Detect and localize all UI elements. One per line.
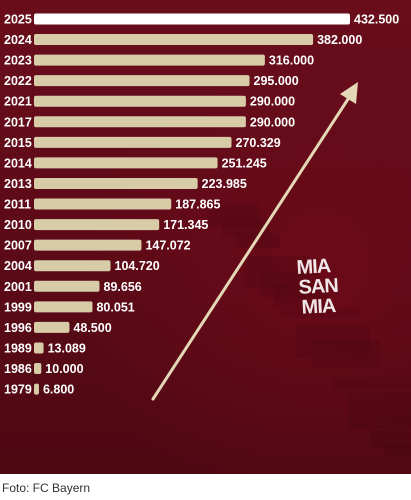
value-label: 6.800	[43, 383, 74, 397]
bar	[34, 383, 39, 395]
year-label: 2015	[4, 136, 32, 150]
year-label: 2023	[4, 54, 32, 68]
texture-block	[244, 256, 310, 288]
value-label: 382.000	[317, 33, 362, 47]
chart-poster: MIA SAN MIA 2025 432.500 2024 382.000 2023 31…	[0, 0, 411, 474]
value-label: 80.051	[96, 300, 134, 314]
mia-san-mia-logo: MIA SAN MIA	[296, 255, 339, 319]
year-label: 2022	[4, 74, 32, 88]
bar	[34, 239, 142, 251]
svg-text:MIA: MIA	[301, 295, 336, 319]
bar	[34, 54, 265, 66]
year-label: 2021	[4, 95, 32, 109]
value-label: 295.000	[254, 74, 299, 88]
value-label: 187.865	[175, 198, 220, 212]
year-label: 2014	[4, 156, 32, 170]
value-label: 147.072	[145, 239, 190, 253]
growth-arrow	[151, 82, 358, 401]
bar	[34, 363, 42, 375]
year-label: 1999	[4, 300, 32, 314]
value-label: 270.329	[236, 136, 281, 150]
texture-block	[333, 377, 411, 388]
value-label: 171.345	[163, 218, 208, 232]
texture-block	[370, 430, 410, 448]
bar	[34, 157, 218, 169]
bar	[34, 13, 350, 25]
year-label: 2011	[4, 198, 31, 212]
svg-text:MIA: MIA	[296, 255, 331, 279]
texture-block	[274, 286, 330, 308]
bar	[34, 219, 160, 231]
photo-credit: Foto: FC Bayern	[2, 481, 91, 495]
bar	[34, 301, 93, 313]
year-label: 2004	[4, 259, 32, 273]
texture-block	[237, 233, 280, 248]
svg-text:SAN: SAN	[298, 275, 339, 299]
year-label: 2025	[4, 13, 32, 27]
bar	[34, 177, 198, 189]
bar	[34, 136, 232, 148]
value-label: 432.500	[354, 13, 399, 27]
texture-block	[207, 203, 260, 228]
value-label: 290.000	[250, 95, 295, 109]
value-label: 89.656	[104, 280, 142, 294]
texture-block	[348, 392, 411, 428]
texture-block	[385, 445, 411, 458]
value-label: 10.000	[45, 362, 83, 376]
bar	[34, 34, 314, 46]
value-label: 290.000	[250, 115, 295, 129]
value-label: 104.720	[115, 259, 160, 273]
bar	[34, 116, 246, 128]
texture-block	[200, 180, 230, 188]
value-label: 48.500	[73, 321, 111, 335]
bar	[34, 95, 246, 107]
year-label: 1986	[4, 362, 32, 376]
year-label: 2007	[4, 239, 32, 253]
texture-block	[259, 271, 320, 298]
bar	[34, 75, 250, 87]
year-label: 2001	[4, 280, 32, 294]
value-label: 316.000	[269, 54, 314, 68]
texture-block	[281, 309, 360, 318]
texture-block	[296, 324, 370, 358]
texture-block	[222, 218, 270, 238]
texture-block	[311, 339, 380, 368]
year-label: 2010	[4, 218, 32, 232]
bar-series: 2025 432.500 2024 382.000 2023 316.000 2022 295…	[4, 13, 399, 397]
year-label: 1996	[4, 321, 32, 335]
year-label: 1979	[4, 383, 32, 397]
bar	[34, 260, 111, 272]
bar	[34, 280, 100, 292]
year-label: 2013	[4, 177, 32, 191]
bar-chart: MIA SAN MIA 2025 432.500 2024 382.000 2023 31…	[4, 13, 411, 458]
bar	[34, 342, 44, 354]
bar	[34, 321, 70, 333]
year-label: 2017	[4, 115, 32, 129]
bar	[34, 198, 172, 210]
year-label: 1989	[4, 341, 32, 355]
background-texture	[200, 180, 411, 458]
value-label: 223.985	[202, 177, 247, 191]
value-label: 13.089	[48, 341, 86, 355]
value-label: 251.245	[222, 156, 267, 170]
year-label: 2024	[4, 33, 32, 47]
